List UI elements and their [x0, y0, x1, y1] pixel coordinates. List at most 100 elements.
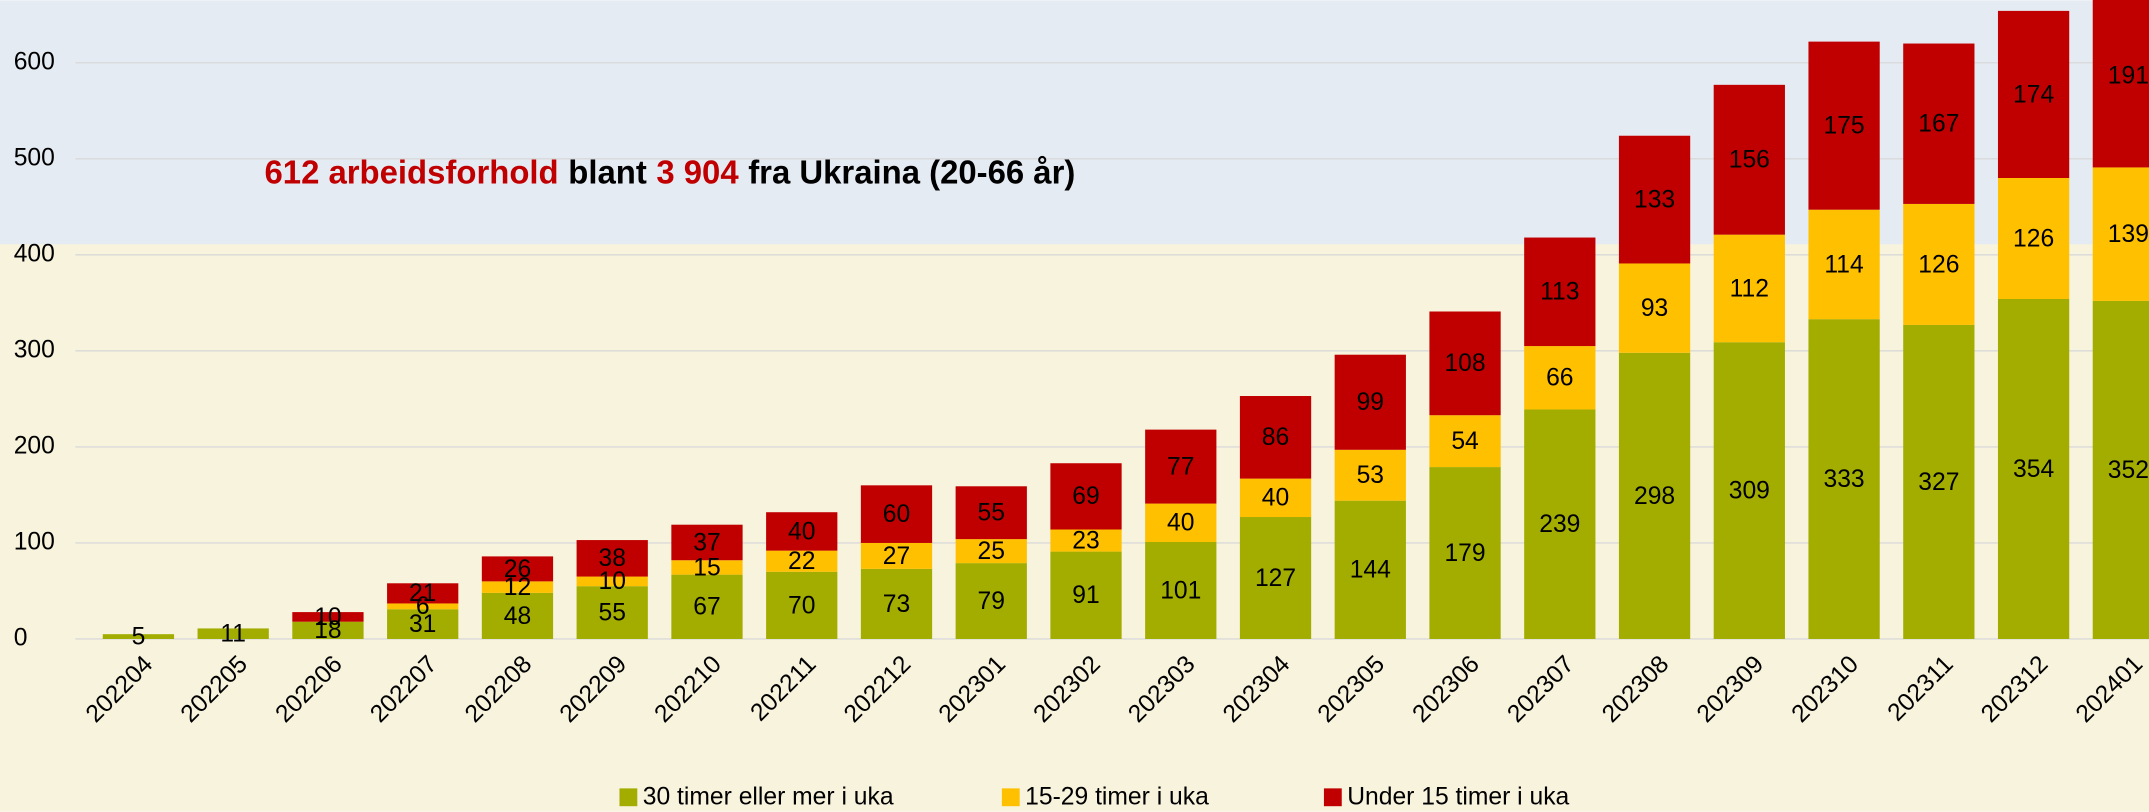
value-label: 26	[504, 556, 531, 583]
value-label: 174	[2013, 81, 2054, 108]
bar-segment	[102, 634, 175, 639]
value-label: 23	[1072, 527, 1099, 554]
value-label: 298	[1634, 483, 1675, 510]
bar-segment	[1145, 541, 1217, 639]
value-label: 66	[1546, 365, 1573, 392]
bar-segment	[1903, 43, 1975, 204]
value-label: 156	[1729, 147, 1770, 174]
bar-segment	[387, 603, 459, 610]
annotation: 612 arbeidsforhold blant 3 904 fra Ukraina …	[265, 153, 1076, 190]
annotation-part: 612 arbeidsforhold	[265, 153, 559, 190]
bar-segment	[1050, 463, 1122, 530]
value-label: 99	[1357, 389, 1384, 416]
bars	[102, 0, 2149, 639]
value-label: 15	[693, 554, 720, 581]
bar-segment	[1524, 237, 1596, 347]
bar-segment	[1239, 396, 1312, 479]
bar-segment	[1808, 319, 1880, 639]
value-label: 55	[978, 500, 1005, 527]
bar-segment	[1618, 352, 1691, 639]
bar-segment	[1903, 203, 1975, 325]
value-label: 354	[2013, 456, 2054, 483]
bar-segment	[1997, 177, 2070, 300]
value-label: 67	[693, 594, 720, 621]
value-label: 18	[314, 617, 341, 644]
y-tick-label: 200	[14, 432, 55, 459]
value-label: 55	[598, 599, 625, 626]
value-label: 73	[883, 591, 910, 618]
bar-segment	[2092, 300, 2149, 639]
value-label: 5	[132, 623, 146, 650]
value-label: 191	[2108, 63, 2149, 90]
bar-segment	[1618, 135, 1691, 264]
value-label: 38	[598, 545, 625, 572]
bar-segment	[576, 540, 648, 577]
value-label: 79	[978, 588, 1005, 615]
bar-segment	[1239, 478, 1312, 518]
bar-segment	[1524, 409, 1596, 639]
bar-segment	[1429, 467, 1501, 639]
bar-segment	[766, 550, 838, 572]
bar-segment	[1713, 342, 1785, 639]
bar-segment	[197, 628, 269, 639]
value-label: 108	[1444, 350, 1485, 377]
bar-segment	[860, 542, 933, 569]
legend-swatch	[1323, 788, 1342, 807]
bar-segment	[1429, 415, 1501, 468]
bar-segment	[671, 574, 743, 639]
bar-segment	[1713, 234, 1785, 343]
bar-segment	[1145, 429, 1217, 504]
legend-swatch	[1001, 788, 1020, 807]
y-tick-label: 100	[14, 528, 55, 555]
value-label: 6	[416, 593, 430, 620]
bar-segment	[1334, 449, 1406, 501]
value-label: 175	[1824, 113, 1865, 140]
bar-segment	[955, 486, 1027, 540]
legend-label: 30 timer eller mer i uka	[643, 783, 894, 810]
value-label: 31	[409, 611, 436, 638]
legend-label: 15-29 timer i uka	[1025, 783, 1209, 810]
bar-segment	[955, 539, 1027, 564]
bar-segment	[1903, 324, 1975, 639]
annotation-part: fra Ukraina (20-66 år)	[748, 153, 1075, 190]
y-tick-label: 600	[14, 48, 55, 75]
bar-segment	[1997, 10, 2070, 178]
bar-segment	[2092, 0, 2149, 168]
value-label: 12	[504, 574, 531, 601]
bar-segment	[1997, 299, 2070, 639]
bar-segment	[481, 592, 554, 639]
value-label: 91	[1072, 582, 1099, 609]
value-label: 127	[1255, 565, 1296, 592]
value-label: 352	[2108, 457, 2149, 484]
bar-segment	[1334, 354, 1406, 450]
value-label: 114	[1824, 251, 1863, 278]
bar-segment	[481, 581, 554, 593]
bar-segment	[292, 612, 364, 622]
value-label: 179	[1444, 540, 1485, 567]
value-label: 48	[504, 603, 531, 630]
bar-segment	[955, 563, 1027, 639]
bar-segment	[576, 586, 648, 639]
value-label: 60	[883, 501, 910, 528]
bar-segment	[766, 512, 838, 551]
value-label: 21	[409, 580, 436, 607]
bar-segment	[481, 556, 554, 582]
value-label: 133	[1634, 186, 1675, 213]
bar-segment	[1334, 500, 1406, 639]
bar-segment	[766, 571, 838, 639]
bar-segment	[292, 621, 364, 639]
background-top	[0, 0, 2149, 248]
value-label: 86	[1262, 424, 1289, 451]
bar-segment	[387, 583, 459, 604]
bar-segment	[1713, 84, 1785, 235]
bar-segment	[671, 560, 743, 575]
value-label: 77	[1167, 453, 1194, 480]
bar-segment	[1145, 503, 1217, 542]
bar-segment	[860, 568, 933, 639]
y-tick-label: 0	[14, 625, 28, 652]
bar-segment	[1050, 551, 1122, 639]
value-label: 113	[1540, 279, 1579, 306]
value-label: 70	[788, 592, 815, 619]
